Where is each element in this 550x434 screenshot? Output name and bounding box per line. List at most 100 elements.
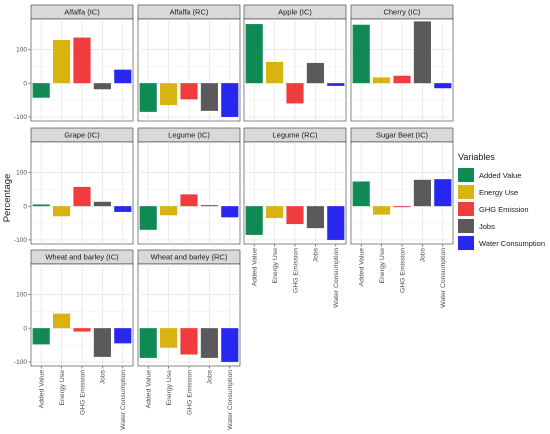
bar-added-value (245, 24, 263, 84)
panel-alfalfa-ic: Alfalfa (IC) -100 0 100 (14, 4, 134, 122)
bar-energy-use (266, 206, 284, 218)
x-tick-label: Water Consumption (227, 370, 234, 430)
facet-title: Wheat and barley (RC) (151, 253, 228, 262)
panel-grape-ic: Grape (IC) -100 0 100 (14, 127, 134, 245)
legend-swatch-ghg-emission (458, 202, 474, 216)
panels-layer: Alfalfa (IC) -100 0 100 Alfalfa (RC) Apple (I… (14, 4, 454, 430)
legend-label-ghg-emission: GHG Emission (479, 205, 529, 214)
facet-title: Sugar Beet (IC) (376, 131, 429, 140)
x-tick-label: Added Value (146, 370, 153, 409)
bar-energy-use (53, 39, 71, 84)
panel-alfalfa-rc: Alfalfa (RC) (137, 4, 241, 122)
bar-water-consumption (434, 179, 452, 207)
facet-title: Legume (IC) (168, 131, 210, 140)
bar-ghg-emission (286, 206, 304, 225)
x-tick-label: Water Consumption (333, 248, 340, 308)
legend-label-jobs: Jobs (479, 222, 495, 231)
bar-ghg-emission (393, 75, 411, 84)
bar-jobs (200, 205, 218, 207)
panel-wheat-and-barley-rc: Wheat and barley (RC) Added Value Energy U… (137, 249, 241, 430)
y-axis-label: Percentage (2, 174, 13, 223)
bar-water-consumption (327, 83, 345, 86)
bar-jobs (306, 206, 324, 229)
bar-water-consumption (221, 83, 239, 117)
y-tick-label: -100 (14, 114, 27, 121)
bar-jobs (93, 83, 111, 90)
bar-added-value (139, 328, 157, 358)
bar-energy-use (160, 328, 178, 348)
panel-sugar-beet-ic: Sugar Beet (IC) Added Value Energy Use GHG … (350, 127, 454, 308)
legend: Variables Added Value Energy Use GHG Emiss… (458, 152, 545, 250)
bar-added-value (245, 206, 263, 235)
facet-title: Grape (IC) (64, 131, 100, 140)
legend-label-added-value: Added Value (479, 171, 521, 180)
bar-ghg-emission (73, 186, 91, 207)
legend-label-energy-use: Energy Use (479, 188, 518, 197)
x-tick-label: Jobs (100, 369, 107, 384)
bar-ghg-emission (393, 206, 411, 208)
bar-ghg-emission (180, 328, 198, 355)
x-tick-label: GHG Emission (292, 248, 299, 293)
bar-ghg-emission (286, 83, 304, 104)
legend-swatch-energy-use (458, 185, 474, 199)
x-tick-label: Added Value (39, 370, 46, 409)
bar-added-value (352, 24, 370, 84)
legend-swatch-water-consumption (458, 236, 474, 250)
y-tick-label: 0 (23, 80, 27, 87)
y-tick-label: 0 (23, 325, 27, 332)
x-tick-label: Energy Use (166, 370, 173, 406)
bar-energy-use (373, 77, 391, 84)
bar-added-value (32, 328, 50, 345)
facet-title: Alfalfa (RC) (170, 8, 209, 17)
y-tick-label: -100 (14, 359, 27, 366)
y-tick-label: 100 (16, 292, 27, 299)
x-tick-label: Water Consumption (120, 370, 127, 430)
bar-energy-use (53, 313, 71, 329)
bar-jobs (413, 21, 431, 84)
x-tick-label: GHG Emission (79, 370, 86, 415)
facet-title: Wheat and barley (IC) (45, 253, 119, 262)
y-tick-label: 0 (23, 203, 27, 210)
y-tick-label: -100 (14, 237, 27, 244)
x-tick-label: GHG Emission (186, 370, 193, 415)
bar-ghg-emission (73, 328, 91, 332)
y-tick-label: 100 (16, 170, 27, 177)
bar-jobs (306, 62, 324, 84)
bar-ghg-emission (180, 83, 198, 100)
facet-title: Cherry (IC) (383, 8, 421, 17)
panel-apple-ic: Apple (IC) (243, 4, 347, 122)
bar-jobs (200, 328, 218, 358)
bar-water-consumption (434, 83, 452, 89)
x-tick-label: Energy Use (379, 248, 386, 284)
bar-water-consumption (114, 206, 132, 212)
legend-title: Variables (458, 152, 495, 162)
x-tick-label: Jobs (420, 247, 427, 262)
facet-title: Apple (IC) (278, 8, 312, 17)
x-tick-label: Jobs (313, 247, 320, 262)
bar-energy-use (266, 61, 284, 84)
bar-water-consumption (221, 206, 239, 218)
bar-water-consumption (221, 328, 239, 362)
bar-jobs (413, 179, 431, 207)
bar-added-value (32, 204, 50, 207)
legend-label-water-consumption: Water Consumption (479, 239, 545, 248)
x-tick-label: Energy Use (272, 248, 279, 284)
x-tick-label: Water Consumption (440, 248, 447, 308)
panel-wheat-and-barley-ic: Wheat and barley (IC) -100 0 100 Added Value… (14, 249, 134, 430)
panel-cherry-ic: Cherry (IC) (350, 4, 454, 122)
bar-energy-use (53, 206, 71, 217)
bar-added-value (32, 83, 50, 98)
legend-swatch-jobs (458, 219, 474, 233)
bar-energy-use (373, 206, 391, 215)
x-tick-label: GHG Emission (399, 248, 406, 293)
bar-added-value (352, 181, 370, 207)
bar-ghg-emission (73, 37, 91, 84)
x-tick-label: Jobs (207, 369, 214, 384)
panel-legume-ic: Legume (IC) (137, 127, 241, 245)
facet-title: Legume (RC) (272, 131, 318, 140)
bar-jobs (93, 201, 111, 207)
y-tick-label: 100 (16, 47, 27, 54)
bar-water-consumption (327, 206, 345, 240)
panel-legume-rc: Legume (RC) Added Value Energy Use GHG Emis… (243, 127, 347, 308)
